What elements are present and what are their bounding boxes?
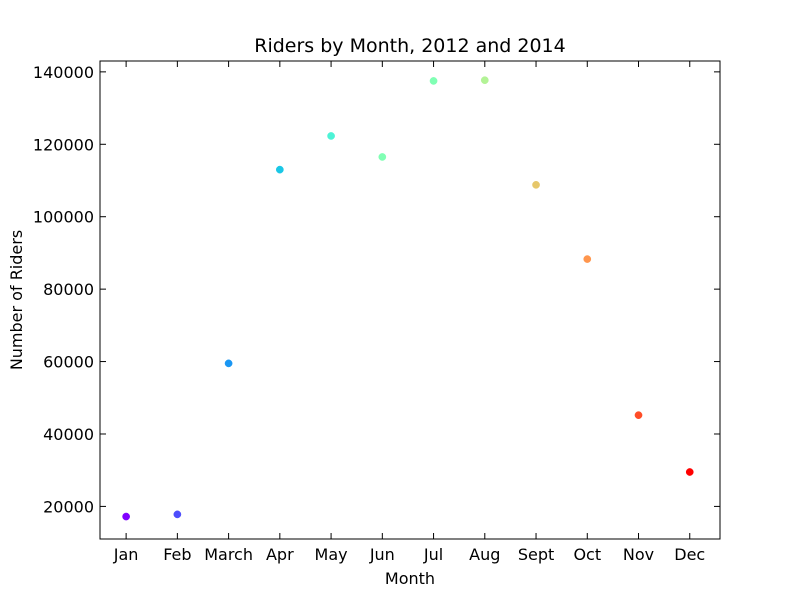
x-tick-label: Aug (469, 545, 500, 564)
y-tick-label: 60000 (43, 353, 94, 372)
x-tick-label: Jan (113, 545, 139, 564)
x-tick-label: Nov (623, 545, 654, 564)
x-tick-label: March (204, 545, 253, 564)
x-tick-label: Dec (674, 545, 705, 564)
x-tick-label: Feb (163, 545, 191, 564)
x-tick-label: Jun (369, 545, 395, 564)
x-axis-label: Month (385, 569, 435, 588)
x-tick-label: Apr (266, 545, 294, 564)
data-point (532, 180, 540, 189)
chart-title: Riders by Month, 2012 and 2014 (254, 35, 566, 57)
data-point (327, 132, 335, 140)
y-tick-label: 40000 (43, 425, 94, 444)
y-tick-label: 100000 (33, 208, 94, 227)
y-axis-label: Number of Riders (7, 230, 26, 370)
y-axis: 20000 40000 60000 80000 100000 120000 140000 (33, 63, 720, 516)
data-point (429, 77, 438, 85)
data-point (122, 512, 130, 521)
data-point (634, 411, 643, 420)
x-tick-label: Oct (573, 545, 601, 564)
x-tick-label: Jul (423, 545, 443, 564)
y-tick-label: 120000 (33, 135, 94, 154)
plot-frame (99, 60, 721, 540)
x-tick-label: Sept (518, 545, 554, 564)
data-point (480, 76, 489, 85)
data-point (173, 510, 182, 519)
x-axis: Jan Feb March Apr May Jun Jul Aug Sept Oct Nov Dec (113, 61, 705, 564)
data-point (224, 359, 233, 368)
y-tick-label: 80000 (43, 280, 94, 299)
y-tick-label: 140000 (33, 63, 94, 82)
data-point (583, 255, 592, 263)
data-point (378, 153, 387, 161)
data-point (275, 165, 284, 174)
x-tick-label: May (315, 545, 348, 564)
data-point (685, 468, 694, 476)
data-points (122, 76, 694, 521)
y-tick-label: 20000 (43, 497, 94, 516)
